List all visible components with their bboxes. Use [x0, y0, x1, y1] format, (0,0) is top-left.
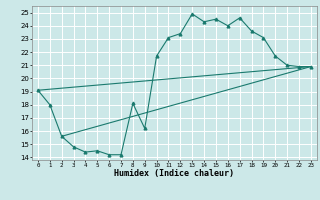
- X-axis label: Humidex (Indice chaleur): Humidex (Indice chaleur): [115, 169, 234, 178]
